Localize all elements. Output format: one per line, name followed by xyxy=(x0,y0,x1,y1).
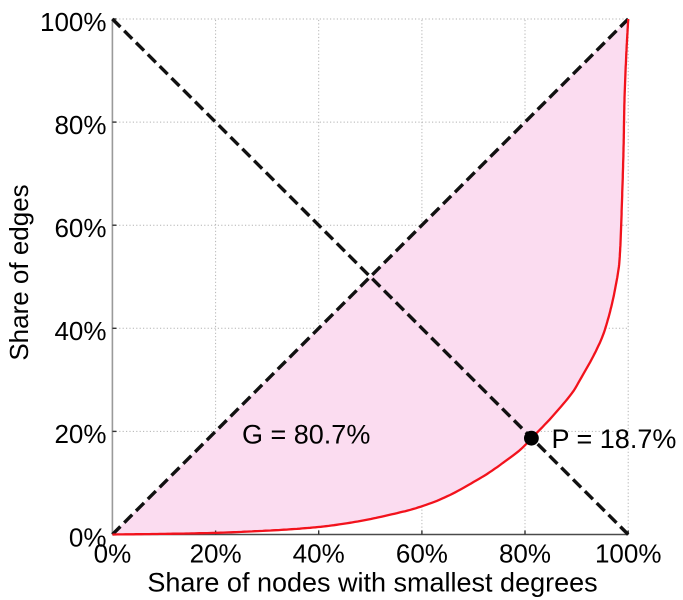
svg-text:20%: 20% xyxy=(190,539,242,569)
svg-text:0%: 0% xyxy=(69,522,107,552)
svg-text:100%: 100% xyxy=(40,7,107,37)
svg-text:20%: 20% xyxy=(54,419,106,449)
svg-text:40%: 40% xyxy=(54,316,106,346)
svg-text:Share of edges: Share of edges xyxy=(4,184,34,360)
svg-text:G = 80.7%: G = 80.7% xyxy=(242,420,370,450)
svg-text:P = 18.7%: P = 18.7% xyxy=(552,424,677,454)
svg-text:0%: 0% xyxy=(94,539,132,569)
svg-text:100%: 100% xyxy=(595,539,662,569)
svg-text:Share of nodes with smallest d: Share of nodes with smallest degrees xyxy=(147,568,597,598)
svg-text:80%: 80% xyxy=(54,110,106,140)
svg-text:60%: 60% xyxy=(396,539,448,569)
svg-text:40%: 40% xyxy=(293,539,345,569)
svg-text:80%: 80% xyxy=(499,539,551,569)
svg-text:60%: 60% xyxy=(54,213,106,243)
